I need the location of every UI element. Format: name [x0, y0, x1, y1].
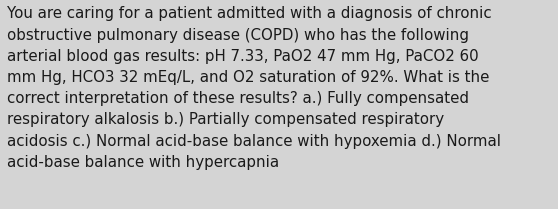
- Text: You are caring for a patient admitted with a diagnosis of chronic
obstructive pu: You are caring for a patient admitted wi…: [7, 6, 501, 170]
